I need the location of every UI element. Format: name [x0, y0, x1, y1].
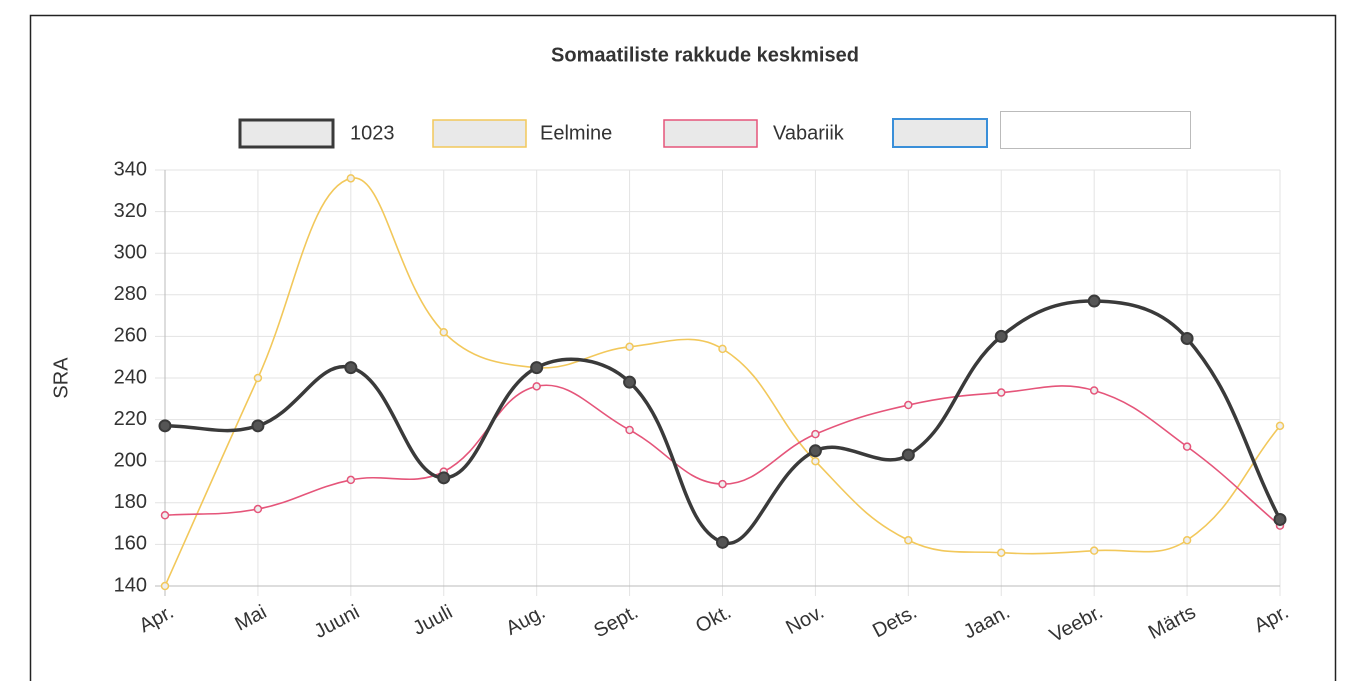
point	[1275, 421, 1285, 431]
point	[532, 382, 541, 391]
point	[253, 373, 263, 383]
point	[718, 344, 727, 354]
point	[1089, 386, 1099, 395]
legend-swatch	[432, 119, 527, 148]
point	[439, 327, 448, 337]
legend-swatch	[238, 118, 335, 149]
point	[251, 419, 265, 433]
point	[253, 504, 263, 514]
point	[1089, 546, 1099, 555]
y-tick-label: 200	[114, 449, 147, 471]
chart-title: Somaatiliste rakkude keskmised	[551, 44, 859, 66]
point	[344, 361, 358, 375]
point	[346, 174, 356, 183]
point	[808, 444, 822, 458]
y-axis-label: SRA	[50, 357, 72, 399]
point	[811, 456, 820, 466]
point	[623, 375, 637, 389]
point	[160, 581, 170, 591]
y-tick-label: 300	[114, 241, 147, 263]
y-tick-label: 280	[114, 283, 147, 305]
point	[994, 329, 1008, 343]
legend-label: Eelmine	[540, 122, 612, 144]
y-tick-label: 220	[114, 408, 147, 430]
point	[1180, 331, 1194, 345]
point	[160, 511, 170, 520]
point	[718, 479, 727, 489]
y-tick-label: 240	[114, 366, 147, 388]
point	[904, 535, 913, 545]
legend-swatch	[663, 119, 758, 148]
point	[1182, 535, 1192, 545]
point	[530, 361, 544, 375]
point	[625, 425, 634, 435]
y-tick-label: 160	[114, 533, 147, 555]
point	[716, 535, 729, 549]
y-tick-label: 260	[114, 325, 147, 347]
y-tick-label: 320	[114, 200, 147, 222]
point	[997, 388, 1006, 397]
point	[437, 471, 451, 485]
point	[811, 429, 820, 439]
point	[158, 419, 172, 433]
point	[625, 342, 634, 352]
point	[901, 448, 915, 462]
y-tick-label: 140	[114, 574, 147, 596]
point	[997, 548, 1006, 557]
legend-swatch	[892, 118, 988, 148]
y-tick-label: 180	[114, 491, 147, 513]
legend-label: 1023	[350, 122, 395, 144]
point	[1273, 512, 1287, 526]
point	[1182, 442, 1192, 451]
legend-label: Vabariik	[773, 122, 845, 144]
point	[1087, 294, 1101, 308]
point	[346, 475, 356, 485]
legend-input[interactable]	[1000, 111, 1191, 149]
point	[904, 400, 913, 410]
y-tick-label: 340	[114, 158, 147, 180]
